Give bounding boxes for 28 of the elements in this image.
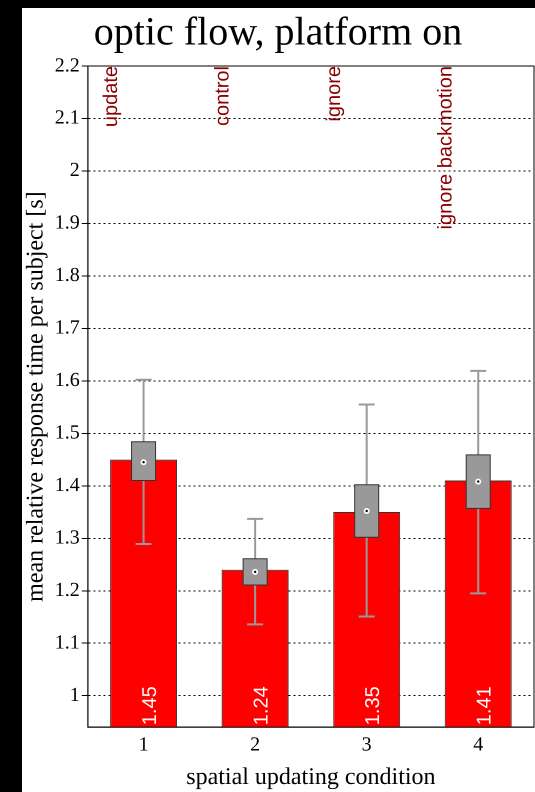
x-tick-label: 2	[250, 733, 260, 756]
data-label: 1.24	[250, 686, 273, 726]
x-axis-title: spatial updating condition	[186, 764, 436, 790]
data-label: 1.41	[474, 686, 496, 726]
annotation: ignore	[323, 66, 346, 122]
y-tick-label: 1.3	[54, 526, 80, 549]
y-tick-label: 1.5	[54, 422, 80, 444]
y-tick-label: 1.7	[54, 316, 80, 339]
y-tick-label: 1.6	[54, 369, 80, 392]
y-tick-label: 2	[70, 159, 80, 182]
y-tick-label: 1.4	[54, 474, 80, 496]
chart-title: optic flow, platform on	[94, 8, 462, 54]
x-tick-label: 4	[473, 733, 484, 756]
x-tick-label: 3	[362, 733, 372, 756]
y-tick-label: 2.2	[54, 54, 80, 76]
x-tick-label: 1	[138, 733, 149, 756]
data-label: 1.45	[139, 686, 162, 726]
y-tick-label: 1	[70, 684, 80, 706]
annotation: update	[100, 66, 122, 128]
y-tick-label: 1.2	[54, 579, 80, 602]
y-tick-label: 2.1	[54, 106, 80, 129]
data-label: 1.35	[362, 686, 384, 726]
annotation: ignore backmotion	[434, 66, 457, 230]
annotation: control	[212, 66, 234, 126]
y-tick-label: 1.1	[54, 631, 80, 654]
y-tick-label: 1.8	[54, 264, 80, 286]
y-tick-label: 1.9	[54, 212, 80, 234]
y-axis-title: mean relative response time per subject [s]	[22, 191, 49, 602]
